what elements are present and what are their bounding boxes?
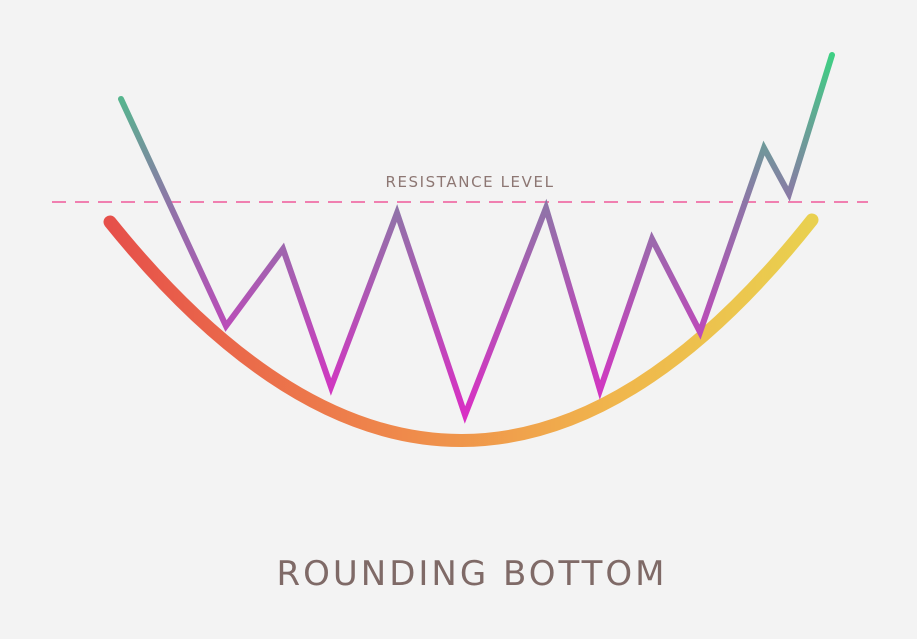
rounding-bottom-curve: [103, 213, 819, 447]
diagram-title: ROUNDING BOTTOM: [276, 554, 667, 594]
resistance-label: RESISTANCE LEVEL: [385, 173, 554, 191]
price-zigzag-line: [118, 52, 835, 424]
